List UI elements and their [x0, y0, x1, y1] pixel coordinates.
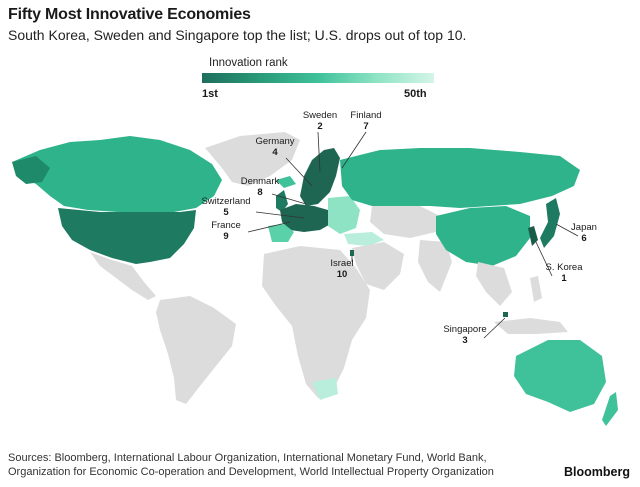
- israel: [350, 250, 354, 256]
- callout-france: France 9: [204, 220, 248, 242]
- callout-singapore-name: Singapore: [443, 324, 487, 335]
- brand-logo: Bloomberg: [564, 465, 630, 479]
- callout-sweden-rank: 2: [317, 121, 323, 132]
- southeast-asia: [476, 262, 512, 306]
- callout-finland: Finland 7: [346, 110, 386, 132]
- callout-singapore-rank: 3: [462, 335, 468, 346]
- callout-germany: Germany 4: [252, 136, 298, 158]
- philippines: [530, 276, 542, 302]
- united-states: [58, 208, 196, 264]
- callout-israel: Israel 10: [322, 258, 362, 280]
- callout-denmark: Denmark 8: [236, 176, 284, 198]
- scandinavia: [300, 148, 340, 206]
- callout-switzerland-rank: 5: [223, 207, 229, 218]
- legend-color-bar: [202, 73, 434, 83]
- callout-germany-rank: 4: [272, 147, 278, 158]
- united-kingdom: [276, 190, 288, 212]
- callout-switzerland-name: Switzerland: [201, 196, 251, 207]
- callout-france-name: France: [211, 220, 241, 231]
- callout-singapore: Singapore 3: [438, 324, 492, 346]
- new-zealand: [602, 392, 618, 426]
- callout-finland-rank: 7: [363, 121, 369, 132]
- leader-lines: [247, 131, 579, 339]
- india: [418, 240, 452, 292]
- legend-min-label: 1st: [202, 88, 218, 100]
- callout-germany-name: Germany: [255, 136, 295, 147]
- chart-subtitle: South Korea, Sweden and Singapore top th…: [8, 27, 467, 43]
- canada: [12, 136, 222, 212]
- africa: [262, 246, 370, 398]
- middle-east: [352, 242, 404, 290]
- callout-japan-name: Japan: [571, 222, 597, 233]
- chart-title: Fifty Most Innovative Economies: [8, 6, 251, 23]
- indonesia: [494, 318, 568, 334]
- south-america: [156, 296, 236, 404]
- singapore: [503, 312, 508, 317]
- callout-israel-rank: 10: [336, 269, 348, 280]
- greenland: [205, 132, 300, 186]
- callout-israel-name: Israel: [330, 258, 354, 269]
- iceland: [276, 176, 296, 188]
- callout-sweden-name: Sweden: [302, 110, 338, 121]
- australia: [514, 340, 606, 412]
- japan: [540, 198, 560, 248]
- callout-sweden: Sweden 2: [302, 110, 338, 132]
- iberia: [268, 224, 294, 242]
- callout-japan-rank: 6: [581, 233, 587, 244]
- central-asia: [370, 206, 440, 238]
- eastern-europe: [328, 196, 360, 234]
- sources-line-1: Sources: Bloomberg, International Labour…: [8, 452, 487, 464]
- callout-south-korea-rank: 1: [561, 273, 567, 284]
- callout-switzerland: Switzerland 5: [196, 196, 256, 218]
- legend-title: Innovation rank: [209, 57, 288, 69]
- south-africa: [312, 378, 338, 400]
- turkey: [344, 232, 384, 246]
- legend-max-label: 50th: [404, 88, 427, 100]
- callout-south-korea-name: S. Korea: [545, 262, 583, 273]
- western-europe: [280, 204, 334, 232]
- callout-denmark-name: Denmark: [240, 176, 280, 187]
- china: [436, 206, 530, 266]
- south-korea: [528, 226, 538, 246]
- russia: [340, 148, 580, 208]
- callout-denmark-rank: 8: [257, 187, 263, 198]
- sources-line-2: Organization for Economic Co-operation a…: [8, 466, 494, 478]
- callout-france-rank: 9: [223, 231, 229, 242]
- callout-japan: Japan 6: [564, 222, 604, 244]
- alaska: [12, 156, 50, 184]
- mexico: [90, 252, 156, 300]
- sources-note: Sources: Bloomberg, International Labour…: [8, 451, 494, 479]
- callout-finland-name: Finland: [350, 110, 382, 121]
- callout-south-korea: S. Korea 1: [540, 262, 588, 284]
